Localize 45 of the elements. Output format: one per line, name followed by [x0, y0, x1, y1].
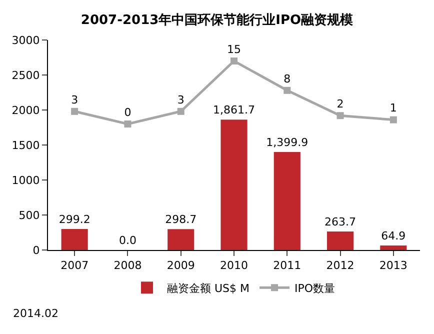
bar — [274, 152, 300, 250]
y-tick-label: 3000 — [12, 34, 40, 47]
y-tick-label: 0 — [32, 244, 40, 257]
x-tick-label: 2007 — [60, 259, 89, 272]
bar — [380, 245, 407, 250]
x-tick-label: 2012 — [326, 259, 354, 272]
data-label: 3 — [177, 93, 184, 106]
x-tick-label: 2011 — [273, 259, 302, 272]
data-label: 2 — [336, 97, 344, 110]
x-tick-label: 2009 — [166, 259, 195, 272]
bar — [61, 229, 88, 250]
chart-title: 2007-2013年中国环保节能行业IPO融资规模 — [80, 12, 354, 28]
x-tick-label: 2008 — [114, 259, 142, 272]
data-label: 64.9 — [381, 229, 406, 242]
data-label: 8 — [284, 72, 291, 86]
text: 2014.02 — [13, 307, 58, 320]
point — [124, 120, 132, 128]
point — [71, 108, 78, 115]
data-label: 3 — [71, 93, 78, 106]
y-tick-label: 2000 — [12, 104, 40, 117]
y-tick-label: 2500 — [12, 68, 40, 82]
data-label: 1,861.7 — [213, 104, 255, 117]
bar — [220, 120, 248, 250]
legend-label: IPO数量 — [294, 282, 336, 295]
x-tick-label: 2010 — [220, 259, 248, 272]
data-label: 1,399.9 — [266, 136, 308, 150]
point — [177, 108, 184, 115]
data-label: 299.2 — [58, 213, 90, 226]
data-label: 0.0 — [118, 234, 136, 247]
y-tick-label: 1500 — [12, 138, 40, 152]
x-tick-label: 2013 — [379, 259, 408, 272]
data-label: 298.7 — [165, 213, 197, 226]
data-label: 15 — [227, 42, 241, 56]
point — [336, 112, 344, 120]
data-label: 0 — [124, 106, 132, 119]
bar — [168, 229, 194, 250]
y-tick-label: 500 — [18, 208, 40, 222]
point — [230, 58, 238, 64]
data-label: 263.7 — [324, 216, 356, 229]
point — [390, 116, 397, 124]
bar — [327, 232, 354, 250]
point — [284, 86, 291, 94]
y-tick-label: 1000 — [12, 174, 40, 187]
data-label: 1 — [390, 102, 397, 115]
legend-label: 融资金额 US$ M — [167, 282, 250, 295]
